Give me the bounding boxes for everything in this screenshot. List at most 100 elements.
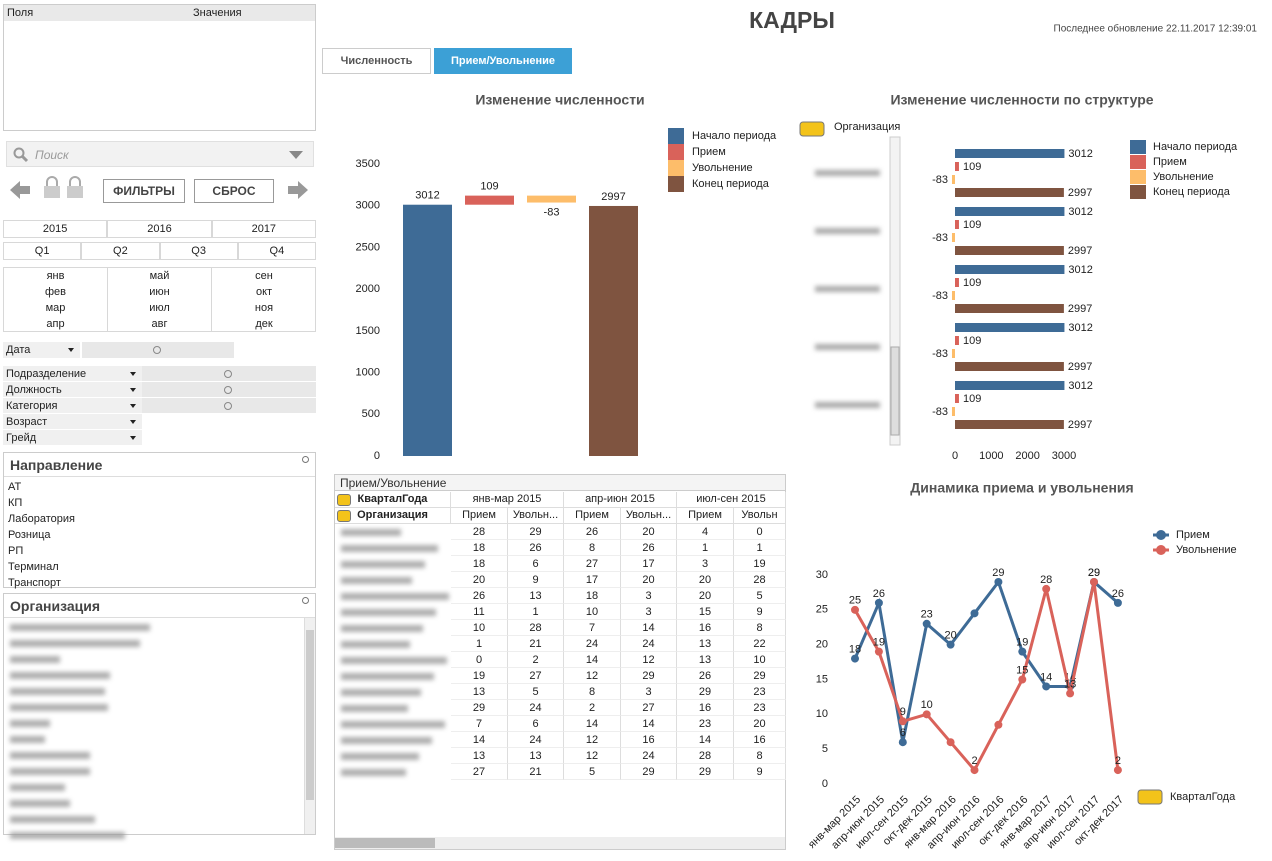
blurred-item bbox=[10, 672, 110, 679]
dimension[interactable]: Подразделение bbox=[3, 366, 142, 382]
direction-item[interactable]: КП bbox=[8, 497, 23, 509]
direction-item[interactable]: Розница bbox=[8, 529, 51, 541]
table-cell: 20 bbox=[621, 524, 677, 540]
list-item[interactable]: Q3 bbox=[159, 242, 238, 260]
month-item[interactable]: дек bbox=[255, 318, 273, 330]
month-item[interactable]: авг bbox=[108, 316, 212, 332]
slider[interactable] bbox=[142, 366, 316, 382]
month-item[interactable]: окт bbox=[255, 286, 273, 298]
table-cell: 3 bbox=[621, 588, 677, 604]
tab-active[interactable]: Прием/Увольнение bbox=[434, 48, 572, 74]
table-title: Прием/Увольнение bbox=[335, 475, 785, 491]
y-tick-label: 0 bbox=[374, 450, 380, 462]
bar bbox=[955, 323, 1065, 332]
fields-col: Значения bbox=[193, 7, 242, 19]
month-item[interactable]: май bbox=[108, 268, 212, 284]
dimension[interactable]: Грейд bbox=[3, 430, 142, 446]
dimension[interactable]: Категория bbox=[3, 398, 142, 414]
blurred-item bbox=[10, 640, 140, 647]
blurred-item bbox=[10, 720, 50, 727]
table-cell: 18 bbox=[451, 540, 508, 556]
data-label: 20 bbox=[944, 630, 956, 642]
list-item[interactable]: Q1 bbox=[3, 242, 82, 260]
data-label: 2997 bbox=[601, 191, 625, 203]
search-placeholder: Поиск bbox=[35, 148, 69, 162]
table-cell: 9 bbox=[734, 604, 786, 620]
col-dim[interactable]: Организация bbox=[335, 508, 451, 524]
month-item[interactable]: июл bbox=[108, 300, 212, 316]
data-label: 6 bbox=[900, 727, 906, 739]
list-item[interactable]: 2017 bbox=[211, 220, 316, 238]
date-slider[interactable] bbox=[82, 342, 234, 358]
table-cell: 12 bbox=[564, 732, 621, 748]
dimension[interactable]: Возраст bbox=[3, 414, 142, 430]
page-title: КАДРЫ bbox=[749, 7, 835, 33]
row-dim[interactable]: КварталГода bbox=[335, 492, 451, 508]
data-label: 3012 bbox=[1068, 322, 1092, 334]
month-item[interactable]: мар bbox=[4, 300, 108, 316]
month-item[interactable]: янв bbox=[4, 268, 108, 284]
bar bbox=[951, 175, 955, 184]
bar bbox=[955, 304, 1064, 313]
table-cell: 3 bbox=[677, 556, 734, 572]
forward-arrow[interactable] bbox=[288, 181, 308, 199]
direction-item[interactable]: Лаборатория bbox=[8, 513, 75, 525]
month-item[interactable]: июн bbox=[108, 284, 212, 300]
table-cell: 15 bbox=[677, 604, 734, 620]
legend-label: Прием bbox=[1153, 156, 1187, 168]
point bbox=[922, 619, 931, 628]
direction-item[interactable]: Терминал bbox=[8, 561, 59, 573]
month-item[interactable]: сен bbox=[255, 270, 273, 282]
measure-header: Увольн... bbox=[508, 508, 564, 524]
table-cell: 27 bbox=[621, 700, 677, 716]
direction-item[interactable]: РП bbox=[8, 545, 24, 557]
table-cell: 2 bbox=[564, 700, 621, 716]
direction-item[interactable]: АТ bbox=[8, 481, 22, 493]
dimension[interactable]: Должность bbox=[3, 382, 142, 398]
search-dropdown[interactable] bbox=[289, 151, 303, 159]
point bbox=[970, 766, 979, 775]
table-cell: 20 bbox=[677, 588, 734, 604]
data-label: 2997 bbox=[1068, 187, 1092, 199]
month-item[interactable]: ноя bbox=[254, 302, 274, 314]
table-cell: 12 bbox=[621, 652, 677, 668]
table-cell: 20 bbox=[621, 572, 677, 588]
list-item[interactable]: Q4 bbox=[237, 242, 316, 260]
table-cell: 16 bbox=[734, 732, 786, 748]
table-cell: 7 bbox=[564, 620, 621, 636]
direction-title: Направление bbox=[4, 453, 315, 477]
table-cell: 3 bbox=[621, 684, 677, 700]
filters-button[interactable]: ФИЛЬТРЫ bbox=[103, 179, 185, 203]
slider[interactable] bbox=[142, 398, 316, 414]
slider-knob bbox=[224, 402, 232, 410]
data-label: 25 bbox=[849, 595, 861, 607]
table-cell: 29 bbox=[621, 764, 677, 780]
h-scrollbar[interactable] bbox=[335, 837, 785, 849]
list-item[interactable]: Q2 bbox=[81, 242, 160, 260]
back-arrow[interactable] bbox=[10, 181, 30, 199]
table-cell: 27 bbox=[564, 556, 621, 572]
list-item[interactable]: 2016 bbox=[107, 220, 212, 238]
table-cell: 26 bbox=[451, 588, 508, 604]
table-cell: 20 bbox=[734, 716, 786, 732]
legend-label: Прием bbox=[1176, 529, 1210, 541]
dim-icon bbox=[1137, 789, 1163, 805]
bar bbox=[955, 220, 959, 229]
tab[interactable]: Численность bbox=[322, 48, 431, 74]
scrollbar[interactable] bbox=[304, 618, 315, 834]
date-field[interactable]: Дата bbox=[3, 342, 80, 358]
list-item[interactable]: 2015 bbox=[3, 220, 108, 238]
month-item[interactable]: фев bbox=[4, 284, 108, 300]
month-item[interactable]: апр bbox=[4, 316, 108, 332]
direction-item[interactable]: Транспорт bbox=[8, 577, 61, 589]
slider[interactable] bbox=[142, 382, 316, 398]
blurred-name bbox=[341, 721, 445, 728]
table-cell: 1 bbox=[677, 540, 734, 556]
legend-marker bbox=[1156, 545, 1166, 555]
table-cell: 26 bbox=[564, 524, 621, 540]
y-tick-label: 500 bbox=[362, 408, 380, 420]
blurred-name bbox=[341, 529, 401, 536]
search-box[interactable]: Поиск bbox=[6, 141, 314, 167]
reset-button[interactable]: СБРОС bbox=[194, 179, 274, 203]
